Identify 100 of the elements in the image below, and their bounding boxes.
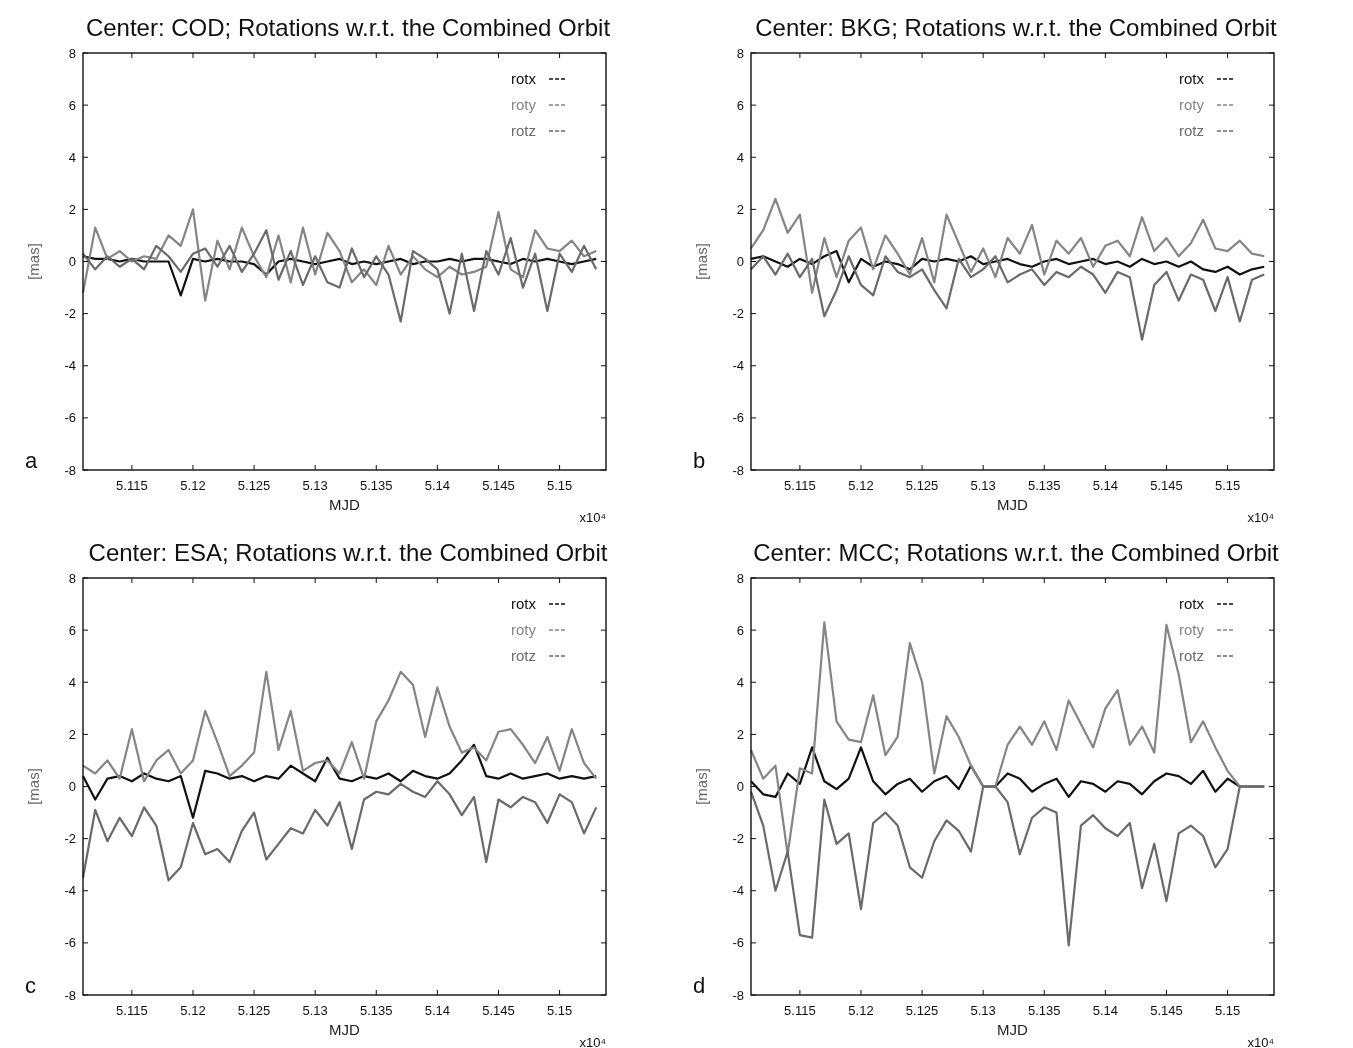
x-tick-label: 5.13 — [302, 478, 328, 493]
y-tick-label: 8 — [68, 45, 76, 61]
x-tick-label: 5.135 — [1028, 478, 1061, 493]
x-tick-label: 5.15 — [1214, 1003, 1241, 1018]
y-tick-label: -4 — [732, 358, 744, 374]
legend-label: rotz — [511, 122, 537, 140]
y-tick-label: 0 — [736, 779, 744, 795]
x-tick-label: 5.15 — [546, 478, 573, 493]
y-tick-label: -4 — [732, 883, 744, 899]
y-tick-label: -8 — [64, 462, 76, 478]
text: x10⁴ — [579, 510, 606, 525]
text: a — [25, 448, 38, 473]
x-tick-label: 5.14 — [1092, 478, 1119, 493]
x-tick-label: 5.15 — [1214, 478, 1241, 493]
y-tick-label: 8 — [736, 570, 744, 586]
y-tick-label: -4 — [64, 883, 76, 899]
chart-title: Center: COD; Rotations w.r.t. the Combined Orbit — [85, 14, 611, 41]
legend-label: rotx — [1179, 595, 1205, 613]
chart-title: Center: BKG; Rotations w.r.t. the Combined Orbit — [755, 14, 1278, 41]
y-tick-label: 6 — [68, 97, 76, 113]
legend-label: rotz — [511, 647, 537, 665]
chart-title: Center: ESA; Rotations w.r.t. the Combined Orbit — [88, 539, 608, 566]
y-tick-label: 4 — [68, 149, 76, 165]
y-tick-label: -8 — [732, 462, 744, 478]
legend-label: rotx — [511, 70, 537, 88]
x-tick-label: 5.145 — [482, 478, 515, 493]
y-tick-label: -2 — [732, 831, 744, 847]
y-tick-label: -2 — [732, 306, 744, 322]
y-tick-label: 0 — [736, 254, 744, 270]
y-tick-label: 2 — [736, 726, 744, 742]
x-tick-label: 5.14 — [424, 478, 451, 493]
text: x10⁴ — [579, 1035, 606, 1048]
legend-label: roty — [1179, 621, 1205, 639]
x-tick-label: 5.145 — [1150, 1003, 1183, 1018]
y-tick-label: 0 — [68, 779, 76, 795]
x-tick-label: 5.135 — [360, 1003, 393, 1018]
legend-label: rotz — [1179, 647, 1205, 665]
y-tick-label: 4 — [68, 674, 76, 690]
y-axis-title: [mas] — [25, 243, 42, 280]
y-tick-label: -2 — [64, 306, 76, 322]
y-tick-label: 6 — [736, 97, 744, 113]
legend-label: roty — [511, 621, 537, 639]
y-axis-title: [mas] — [693, 768, 710, 805]
x-tick-label: 5.12 — [848, 1003, 874, 1018]
x-tick-label: 5.115 — [784, 1003, 816, 1018]
x-tick-label: 5.14 — [424, 1003, 451, 1018]
x-tick-label: 5.12 — [848, 478, 874, 493]
text: x10⁴ — [1247, 1035, 1274, 1048]
x-tick-label: 5.12 — [180, 478, 206, 493]
y-tick-label: -6 — [732, 935, 744, 951]
legend-label: roty — [1179, 96, 1205, 114]
y-tick-label: -8 — [732, 987, 744, 1003]
y-tick-label: -6 — [64, 935, 76, 951]
y-tick-label: 2 — [68, 201, 76, 217]
x-tick-label: 5.125 — [237, 1003, 271, 1018]
x-tick-label: 5.125 — [905, 478, 939, 493]
y-tick-label: -6 — [64, 410, 76, 426]
y-tick-label: 4 — [736, 149, 744, 165]
y-tick-label: 6 — [736, 622, 744, 638]
x-tick-label: 5.125 — [905, 1003, 939, 1018]
y-tick-label: -4 — [64, 358, 76, 374]
legend-label: rotz — [1179, 122, 1205, 140]
legend-label: rotx — [1179, 70, 1205, 88]
chart-title: Center: MCC; Rotations w.r.t. the Combined Orbit — [753, 539, 1280, 566]
x-tick-label: 5.125 — [237, 478, 271, 493]
y-tick-label: -2 — [64, 831, 76, 847]
x-tick-label: 5.115 — [116, 1003, 148, 1018]
y-axis-title: [mas] — [693, 243, 710, 280]
y-tick-label: 2 — [68, 726, 76, 742]
y-tick-label: -8 — [64, 987, 76, 1003]
legend-label: roty — [511, 96, 537, 114]
x-tick-label: 5.115 — [116, 478, 148, 493]
x-tick-label: 5.13 — [970, 1003, 996, 1018]
x-tick-label: 5.13 — [302, 1003, 328, 1018]
x-axis-title: MJD — [329, 496, 361, 513]
x-tick-label: 5.14 — [1092, 1003, 1119, 1018]
text: d — [693, 973, 706, 998]
x-tick-label: 5.145 — [482, 1003, 515, 1018]
text: b — [693, 448, 706, 473]
y-tick-label: 2 — [736, 201, 744, 217]
x-tick-label: 5.115 — [784, 478, 816, 493]
y-tick-label: 8 — [68, 570, 76, 586]
x-axis-title: MJD — [997, 1021, 1029, 1038]
text: x10⁴ — [1247, 510, 1274, 525]
y-tick-label: 6 — [68, 622, 76, 638]
x-axis-title: MJD — [997, 496, 1029, 513]
x-tick-label: 5.135 — [1028, 1003, 1061, 1018]
y-tick-label: 4 — [736, 674, 744, 690]
y-tick-label: 8 — [736, 45, 744, 61]
x-tick-label: 5.13 — [970, 478, 996, 493]
x-axis-title: MJD — [329, 1021, 361, 1038]
y-tick-label: 0 — [68, 254, 76, 270]
x-tick-label: 5.145 — [1150, 478, 1183, 493]
x-tick-label: 5.12 — [180, 1003, 206, 1018]
x-tick-label: 5.135 — [360, 478, 393, 493]
legend-label: rotx — [511, 595, 537, 613]
x-tick-label: 5.15 — [546, 1003, 573, 1018]
text: c — [25, 973, 36, 998]
y-axis-title: [mas] — [25, 768, 42, 805]
y-tick-label: -6 — [732, 410, 744, 426]
